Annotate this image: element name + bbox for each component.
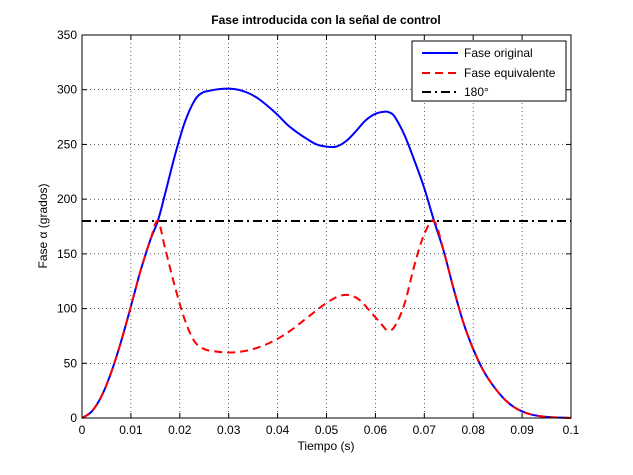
- y-tick-label: 100: [57, 302, 77, 316]
- x-tick-label: 0.02: [168, 423, 192, 437]
- legend-label-180: 180°: [464, 85, 489, 99]
- series-fase-equivalente: [81, 219, 572, 419]
- legend-label-original: Fase original: [464, 46, 533, 60]
- y-axis-label-suffix: (grados): [36, 184, 50, 232]
- x-tick-label: 0.01: [119, 423, 143, 437]
- chart-title: Fase introducida con la señal de control: [211, 13, 440, 27]
- series-group: [81, 87, 572, 419]
- x-tick-label: 0: [79, 423, 86, 437]
- x-tick-label: 0.06: [364, 423, 388, 437]
- y-axis-label: Fase α (grados): [36, 184, 50, 269]
- y-axis-label-prefix: Fase: [36, 238, 50, 268]
- y-axis-label-symbol: α: [36, 231, 50, 238]
- series-fase-original: [81, 87, 572, 419]
- x-tick-label: 0.07: [413, 423, 437, 437]
- x-axis-label: Tiempo (s): [298, 439, 355, 453]
- y-tick-label: 350: [57, 28, 77, 42]
- legend: Fase original Fase equivalente 180°: [411, 40, 567, 102]
- y-tick-label: 0: [70, 411, 77, 425]
- y-tick-label: 250: [57, 137, 77, 151]
- legend-box: [411, 40, 567, 102]
- x-tick-label: 0.08: [462, 423, 486, 437]
- x-tick-label: 0.1: [563, 423, 580, 437]
- x-tick-label: 0.03: [217, 423, 241, 437]
- y-tick-label: 200: [57, 192, 77, 206]
- x-tick-label: 0.04: [266, 423, 290, 437]
- x-tick-label: 0.09: [510, 423, 534, 437]
- ticks: 0 0.01 0.02 0.03 0.04 0.05 0.06 0.07 0.08 0.09 0.1…: [57, 28, 580, 437]
- legend-label-equivalente: Fase equivalente: [464, 66, 556, 80]
- y-tick-label: 300: [57, 83, 77, 97]
- x-tick-label: 0.05: [315, 423, 339, 437]
- grid: [82, 35, 571, 418]
- y-tick-label: 50: [64, 356, 78, 370]
- y-tick-label: 150: [57, 247, 77, 261]
